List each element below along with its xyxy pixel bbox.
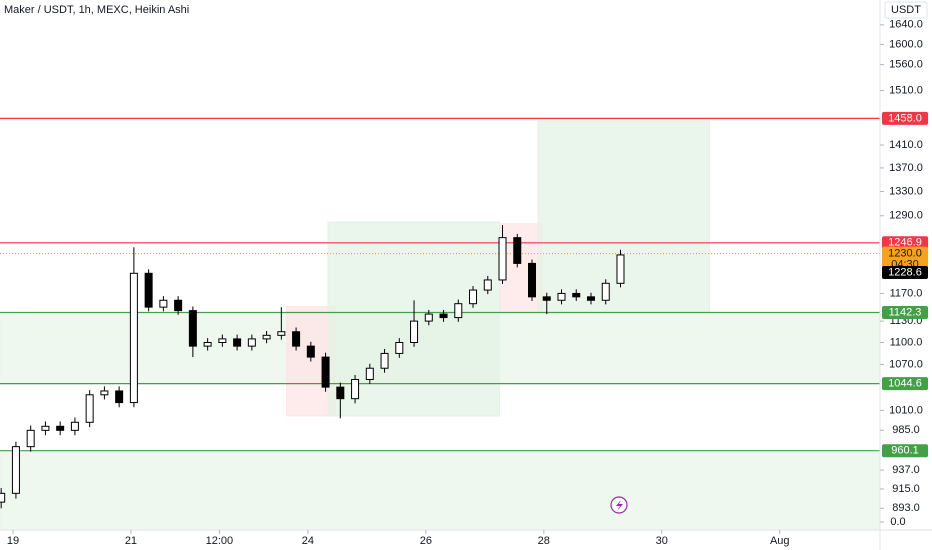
candle-body bbox=[203, 342, 212, 347]
candle-body bbox=[144, 272, 153, 308]
levels bbox=[0, 117, 880, 452]
x-tick-label: 24 bbox=[302, 535, 314, 547]
candle-body bbox=[218, 338, 227, 344]
price-tag bbox=[882, 377, 928, 391]
candle-body bbox=[70, 421, 79, 431]
price-tag bbox=[882, 111, 928, 125]
candle-body bbox=[41, 425, 50, 431]
candle-body bbox=[454, 303, 463, 319]
candle-body bbox=[56, 425, 65, 431]
y-tick-label: 1510.0 bbox=[889, 84, 923, 96]
zone bbox=[0, 450, 881, 531]
x-tick-label: Aug bbox=[770, 535, 790, 547]
level-label: 960.1 bbox=[891, 445, 919, 457]
candle-body bbox=[557, 292, 566, 301]
candle-body bbox=[542, 296, 551, 301]
alert-icon-bolt bbox=[616, 500, 623, 511]
ha-close-label: 1228.6 bbox=[888, 266, 922, 278]
y-tick-label: 1330.0 bbox=[889, 185, 923, 197]
candle-body bbox=[424, 313, 433, 322]
ha-close-tag bbox=[882, 266, 928, 280]
chart-title: Maker / USDT, 1h, MEXC, Heikin Ashi bbox=[4, 4, 189, 16]
candle-body bbox=[336, 386, 345, 400]
y-tick-label: 915.0 bbox=[892, 483, 920, 495]
candle-body bbox=[469, 289, 478, 305]
candle-body bbox=[513, 237, 522, 264]
candle-body bbox=[85, 394, 94, 423]
candle-body bbox=[247, 338, 256, 347]
candle-body bbox=[174, 299, 183, 312]
candle-body bbox=[572, 292, 581, 298]
x-tick-label: 21 bbox=[125, 535, 137, 547]
candle-body bbox=[616, 254, 625, 284]
x-tick-label: 19 bbox=[7, 535, 19, 547]
currency-box bbox=[884, 1, 928, 19]
candle-body bbox=[410, 320, 419, 344]
candle-body bbox=[498, 237, 507, 281]
y-tick-label: 1070.0 bbox=[889, 358, 923, 370]
candle-body bbox=[351, 379, 360, 400]
y-tick-label: 1560.0 bbox=[889, 59, 923, 71]
y-tick-label: 937.0 bbox=[892, 464, 920, 476]
candle-body bbox=[483, 279, 492, 291]
candle-body bbox=[321, 356, 330, 388]
price-tag bbox=[882, 236, 928, 250]
level-label: 1246.9 bbox=[888, 237, 922, 249]
candle-body bbox=[188, 310, 197, 347]
candle-body bbox=[0, 492, 6, 503]
candle-body bbox=[262, 334, 271, 340]
last-price-tag bbox=[882, 246, 928, 271]
candle-body bbox=[277, 331, 286, 336]
candle-body bbox=[233, 338, 242, 347]
candle-body bbox=[380, 352, 389, 369]
candles bbox=[0, 225, 625, 509]
candle-body bbox=[100, 390, 109, 396]
y-tick-label: 893.0 bbox=[892, 502, 920, 514]
y-tick-label: 1640.0 bbox=[889, 19, 923, 31]
x-tick-label: 30 bbox=[656, 535, 668, 547]
candle-body bbox=[306, 345, 315, 358]
y-tick-label: 1370.0 bbox=[889, 162, 923, 174]
currency-label: USDT bbox=[891, 4, 921, 16]
axes: 1640.0 1600.0 1560.0 1510.0 1410.0 1370.0 1330… bbox=[7, 19, 928, 547]
candle-body bbox=[395, 342, 404, 354]
candle-body bbox=[528, 262, 537, 298]
price-tag bbox=[882, 305, 928, 319]
candle-body bbox=[26, 429, 35, 448]
price-tag bbox=[882, 444, 928, 458]
x-tick-label: 26 bbox=[420, 535, 432, 547]
candle-body bbox=[115, 390, 124, 404]
level-label: 1044.6 bbox=[888, 378, 922, 390]
candle-body bbox=[159, 299, 168, 308]
candle-body bbox=[365, 367, 374, 381]
y-tick-label: 1170.0 bbox=[890, 287, 923, 299]
candle-body bbox=[586, 296, 595, 301]
y-tick-label: 1290.0 bbox=[889, 210, 923, 222]
candle-body bbox=[292, 331, 301, 347]
x-tick-label: 12:00 bbox=[206, 535, 234, 547]
level-label: 1142.3 bbox=[889, 306, 922, 318]
x-tick-label: 28 bbox=[538, 535, 550, 547]
candle-body bbox=[439, 313, 448, 319]
zone bbox=[537, 120, 711, 314]
level-label: 1458.0 bbox=[888, 112, 922, 124]
candle-body bbox=[11, 446, 20, 494]
y-tick-label: 1600.0 bbox=[889, 38, 923, 50]
last-price-label: 1230.0 bbox=[888, 248, 922, 260]
y-tick-label: 1010.0 bbox=[889, 404, 923, 416]
candle-body bbox=[129, 272, 138, 404]
y-tick-label: 1410.0 bbox=[889, 139, 923, 151]
y-tick-label: 1100.0 bbox=[890, 336, 923, 348]
y-tick-label: 985.0 bbox=[892, 424, 920, 436]
volume-tick-label: 0.0 bbox=[890, 516, 905, 528]
candle-body bbox=[601, 282, 610, 301]
